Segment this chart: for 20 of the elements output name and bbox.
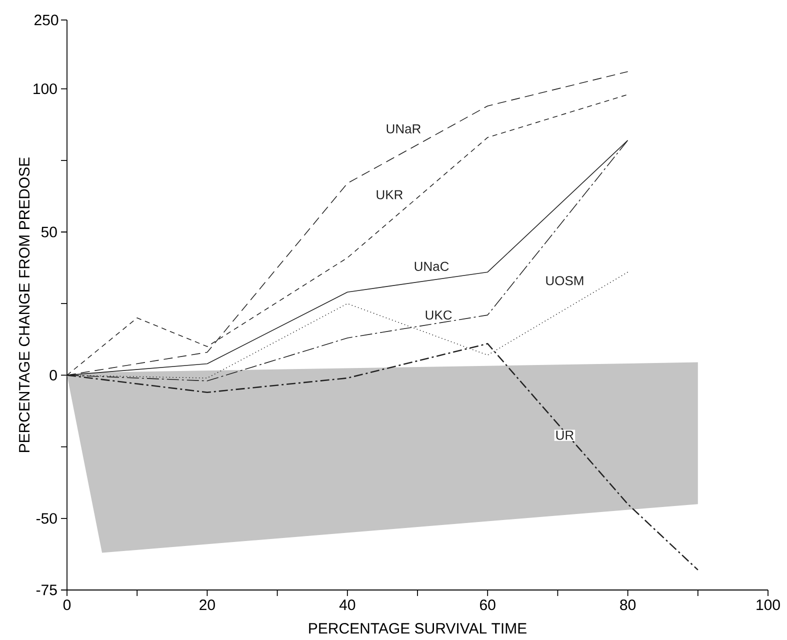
x-tick-label: 40	[339, 600, 356, 610]
series-label: UKC	[426, 310, 452, 320]
series-label: UR	[556, 430, 574, 440]
series-label: UNaR	[386, 124, 421, 134]
y-axis-title: PERCENTAGE CHANGE FROM PREDOSE	[18, 157, 30, 452]
y-tick-label: -75	[36, 584, 57, 596]
series-label: UOSM	[546, 276, 584, 286]
x-axis-title: PERCENTAGE SURVIVAL TIME	[309, 623, 526, 634]
series-label: UKR	[376, 190, 403, 200]
x-tick-label: 20	[200, 600, 215, 610]
x-tick-label: 80	[620, 600, 636, 610]
y-tick-label: 100	[34, 83, 57, 94]
x-tick-label: 0	[63, 600, 71, 610]
y-tick-label: 0	[50, 370, 57, 380]
text: 250	[34, 14, 58, 26]
y-tick-label: 50	[41, 226, 57, 238]
series-label: UNaC	[414, 262, 449, 271]
x-tick-label: 60	[480, 600, 496, 610]
x-tick-label: 100	[756, 600, 780, 610]
y-tick-label: -50	[36, 513, 57, 524]
